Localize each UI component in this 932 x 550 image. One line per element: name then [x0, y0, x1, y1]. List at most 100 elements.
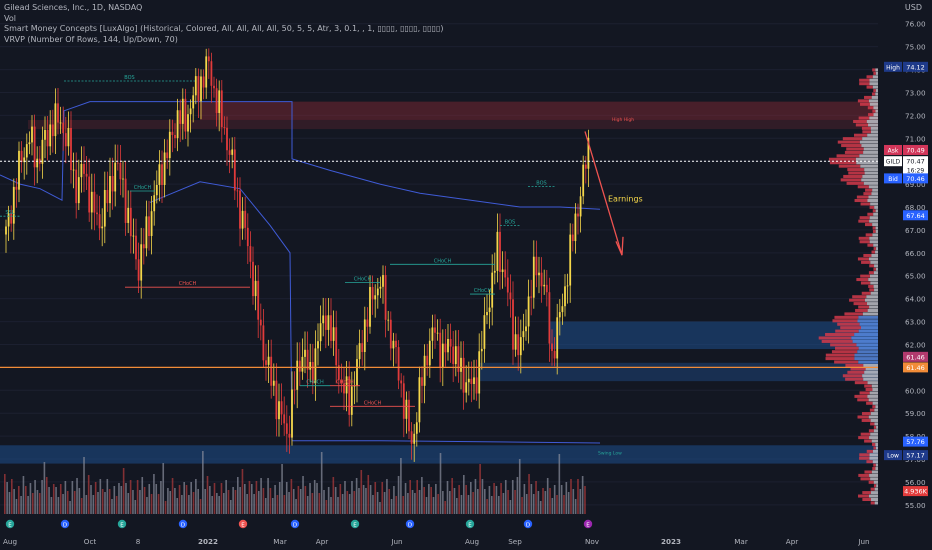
volume-bar: [276, 495, 279, 514]
vp-bar-down: [873, 425, 877, 429]
candle-body: [259, 319, 262, 326]
volume-bar: [38, 493, 41, 514]
vp-bar-down: [870, 487, 875, 491]
volume-bar: [504, 480, 507, 514]
volume-bar: [393, 486, 395, 514]
candle-body: [171, 131, 174, 135]
trailing-line-lower: [149, 181, 601, 444]
volume-bar: [472, 492, 474, 514]
vp-bar-down: [862, 130, 871, 134]
candle-body: [350, 386, 353, 415]
volume-bar: [199, 499, 202, 514]
event-marker-letter: E: [241, 523, 245, 529]
vp-bar-up: [872, 85, 878, 89]
vp-bar-up: [869, 473, 878, 477]
vp-bar-down: [843, 174, 863, 178]
event-marker-letter: E: [8, 523, 12, 529]
candle-body: [527, 296, 530, 327]
vp-bar-down: [828, 157, 856, 161]
vp-bar-up: [875, 92, 878, 96]
vp-bar-down: [873, 71, 876, 75]
volume-bar: [250, 484, 253, 514]
volume-bar: [400, 458, 402, 514]
vp-bar-up: [874, 422, 878, 426]
vp-bar-down: [871, 250, 876, 254]
swing-low-zone: [0, 445, 878, 464]
vp-bar-up: [872, 388, 878, 392]
vp-bar-up: [860, 164, 878, 168]
candle-body: [75, 169, 78, 204]
volume-bar: [99, 479, 102, 514]
volume-bar: [241, 469, 244, 514]
vp-bar-down: [856, 278, 869, 282]
candle-body: [218, 90, 221, 113]
indicator-volume[interactable]: Vol: [4, 13, 16, 23]
candle-body: [400, 380, 403, 384]
volume-bar: [92, 495, 95, 514]
vp-bar-down: [873, 267, 876, 271]
volume-bar: [20, 496, 22, 514]
volume-bar: [85, 495, 88, 514]
price-tag-label: GILD: [886, 159, 901, 166]
price-tick-label: 62.00: [905, 340, 926, 349]
vp-bar-down: [840, 326, 861, 330]
candle-body: [545, 284, 548, 293]
vp-bar-up: [870, 260, 878, 264]
vp-bar-down: [868, 113, 874, 117]
candle-body: [41, 139, 44, 164]
indicator-vrvp[interactable]: VRVP (Number Of Rows, 144, Up/Down, 70): [4, 34, 178, 44]
volume-bar: [360, 470, 363, 514]
volume-bar: [104, 492, 106, 514]
time-tick-label: Mar: [734, 537, 748, 546]
volume-bar: [318, 493, 321, 514]
volume-bar: [353, 491, 356, 514]
candle-body: [493, 270, 496, 273]
vp-bar-up: [874, 264, 878, 268]
candle-body: [311, 362, 314, 384]
vp-bar-up: [875, 209, 878, 213]
candle-body: [436, 332, 439, 334]
volume-bar: [22, 476, 25, 514]
volume-bar: [439, 453, 442, 514]
vp-bar-up: [858, 315, 878, 319]
candle-body: [454, 346, 457, 365]
candle-body: [571, 234, 574, 242]
candle-body: [428, 340, 431, 366]
vp-bar-down: [818, 336, 852, 340]
volume-bar: [213, 483, 216, 514]
volume-bar: [539, 501, 542, 514]
volume-bar: [453, 488, 456, 514]
candle-body: [488, 307, 491, 313]
volume-bar: [94, 482, 97, 514]
volume-bar: [162, 463, 165, 514]
candle-body: [179, 110, 182, 124]
volume-bar: [29, 483, 32, 514]
volume-bar: [313, 480, 316, 514]
event-marker-letter: D: [526, 523, 530, 529]
indicator-smc[interactable]: Smart Money Concepts [LuxAlgo] (Historic…: [4, 24, 444, 33]
vp-bar-down: [825, 353, 855, 357]
volume-bar: [52, 484, 55, 514]
volume-bar: [456, 498, 458, 514]
candle-body: [197, 76, 200, 102]
vp-bar-up: [875, 89, 878, 93]
candle-body: [392, 340, 395, 349]
event-marker-letter: E: [120, 523, 124, 529]
vp-bar-up: [871, 384, 878, 388]
event-marker: [238, 519, 248, 529]
volume-bar: [209, 486, 211, 514]
candle-body: [457, 346, 460, 372]
vp-bar-up: [875, 229, 878, 233]
candle-body: [77, 177, 80, 204]
vp-bar-up: [864, 171, 878, 175]
vp-bar-down: [854, 199, 868, 203]
volume-bar: [10, 479, 13, 514]
volume-bar: [511, 480, 514, 514]
vp-bar-down: [853, 133, 868, 137]
vp-bar-up: [869, 216, 878, 220]
volume-bar: [36, 490, 39, 514]
candle-body: [374, 295, 377, 300]
volume-profile: [818, 68, 878, 505]
candle-body: [384, 275, 387, 320]
